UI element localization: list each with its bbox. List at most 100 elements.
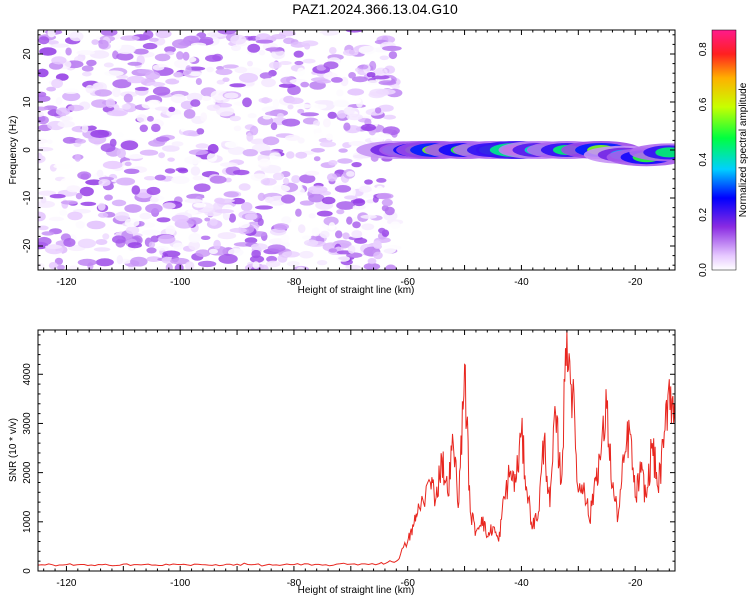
noise-blob <box>313 32 324 38</box>
noise-blob <box>201 95 212 101</box>
noise-blob <box>376 192 394 200</box>
noise-blob <box>217 30 237 35</box>
noise-blob <box>59 209 68 216</box>
noise-blob <box>265 47 285 52</box>
noise-blob <box>247 43 261 53</box>
noise-blob <box>297 108 305 114</box>
noise-blob <box>325 133 333 141</box>
noise-blob <box>332 140 345 147</box>
noise-blob <box>41 231 55 236</box>
noise-blob <box>47 30 56 38</box>
noise-blob <box>358 45 377 55</box>
noise-blob <box>247 113 257 119</box>
noise-blob <box>216 106 235 117</box>
colorbar-tick-label: 0.2 <box>698 207 709 221</box>
noise-blob <box>234 66 248 74</box>
noise-blob <box>313 132 325 139</box>
noise-blob <box>308 193 325 203</box>
noise-blob <box>374 107 382 114</box>
noise-blob <box>95 239 108 245</box>
noise-blob <box>188 149 208 156</box>
noise-blob <box>146 186 161 196</box>
noise-blob <box>281 118 301 127</box>
noise-blob <box>331 36 339 43</box>
noise-blob <box>223 191 239 198</box>
noise-blob <box>244 213 258 221</box>
noise-blob <box>75 192 83 200</box>
noise-blob <box>238 183 251 191</box>
noise-blob <box>75 221 85 229</box>
noise-blob <box>360 214 378 219</box>
noise-blob <box>100 143 116 153</box>
noise-blob <box>38 68 49 78</box>
noise-blob <box>174 59 188 69</box>
noise-blob <box>205 46 212 52</box>
page-title: PAZ1.2024.366.13.04.G10 <box>292 1 458 17</box>
noise-blob <box>363 262 381 270</box>
noise-blob <box>207 143 219 154</box>
colorbar-tick-label: 0.0 <box>698 263 709 277</box>
noise-blob <box>48 216 65 222</box>
noise-blob <box>348 141 367 146</box>
noise-blob <box>358 185 372 193</box>
noise-blob <box>38 111 44 118</box>
noise-blob <box>156 217 171 223</box>
noise-blob <box>85 179 103 186</box>
noise-blob <box>229 83 246 88</box>
noise-blob <box>170 257 190 265</box>
noise-blob <box>95 258 114 267</box>
noise-blob <box>385 264 397 270</box>
noise-blob <box>249 125 259 136</box>
noise-blob <box>165 51 175 56</box>
colorbar-tick-label: 0.8 <box>698 42 709 56</box>
noise-blob <box>105 98 116 108</box>
noise-blob <box>213 239 221 250</box>
noise-blob <box>127 242 142 249</box>
noise-blob <box>124 218 140 228</box>
noise-blob <box>92 82 104 90</box>
noise-blob <box>281 194 296 204</box>
noise-blob <box>333 101 350 107</box>
noise-blob <box>299 200 314 206</box>
noise-blob <box>299 250 314 259</box>
noise-blob <box>139 124 148 133</box>
noise-blob <box>66 185 81 193</box>
noise-blob <box>148 241 156 248</box>
noise-blob <box>172 242 184 250</box>
snr-x-tick-label: -120 <box>56 578 76 589</box>
noise-blob <box>265 260 281 268</box>
noise-blob <box>146 247 157 254</box>
noise-blob <box>247 60 253 67</box>
noise-blob <box>170 114 188 120</box>
noise-blob <box>303 239 319 247</box>
noise-blob <box>281 234 290 243</box>
noise-blob <box>336 255 350 262</box>
noise-blob <box>378 80 397 86</box>
noise-blob <box>294 60 304 66</box>
noise-blob <box>216 79 225 85</box>
noise-blob <box>182 130 198 137</box>
noise-blob <box>279 61 292 65</box>
noise-blob <box>222 262 234 270</box>
noise-blob <box>38 106 49 111</box>
noise-blob <box>67 104 84 112</box>
noise-blob <box>358 64 369 70</box>
noise-blob <box>297 224 306 234</box>
noise-blob <box>162 202 176 210</box>
noise-blob <box>200 36 214 43</box>
noise-blob <box>323 216 339 226</box>
noise-blob <box>38 236 52 246</box>
noise-blob <box>272 172 285 181</box>
noise-blob <box>223 64 239 69</box>
noise-blob <box>90 129 110 138</box>
noise-blob <box>278 83 296 88</box>
noise-blob <box>164 168 176 174</box>
noise-blob <box>49 194 66 199</box>
noise-blob <box>46 139 53 144</box>
noise-blob <box>116 177 136 186</box>
noise-blob <box>267 244 286 253</box>
noise-blob <box>149 197 159 203</box>
noise-blob <box>54 257 64 265</box>
noise-blob <box>186 92 203 102</box>
